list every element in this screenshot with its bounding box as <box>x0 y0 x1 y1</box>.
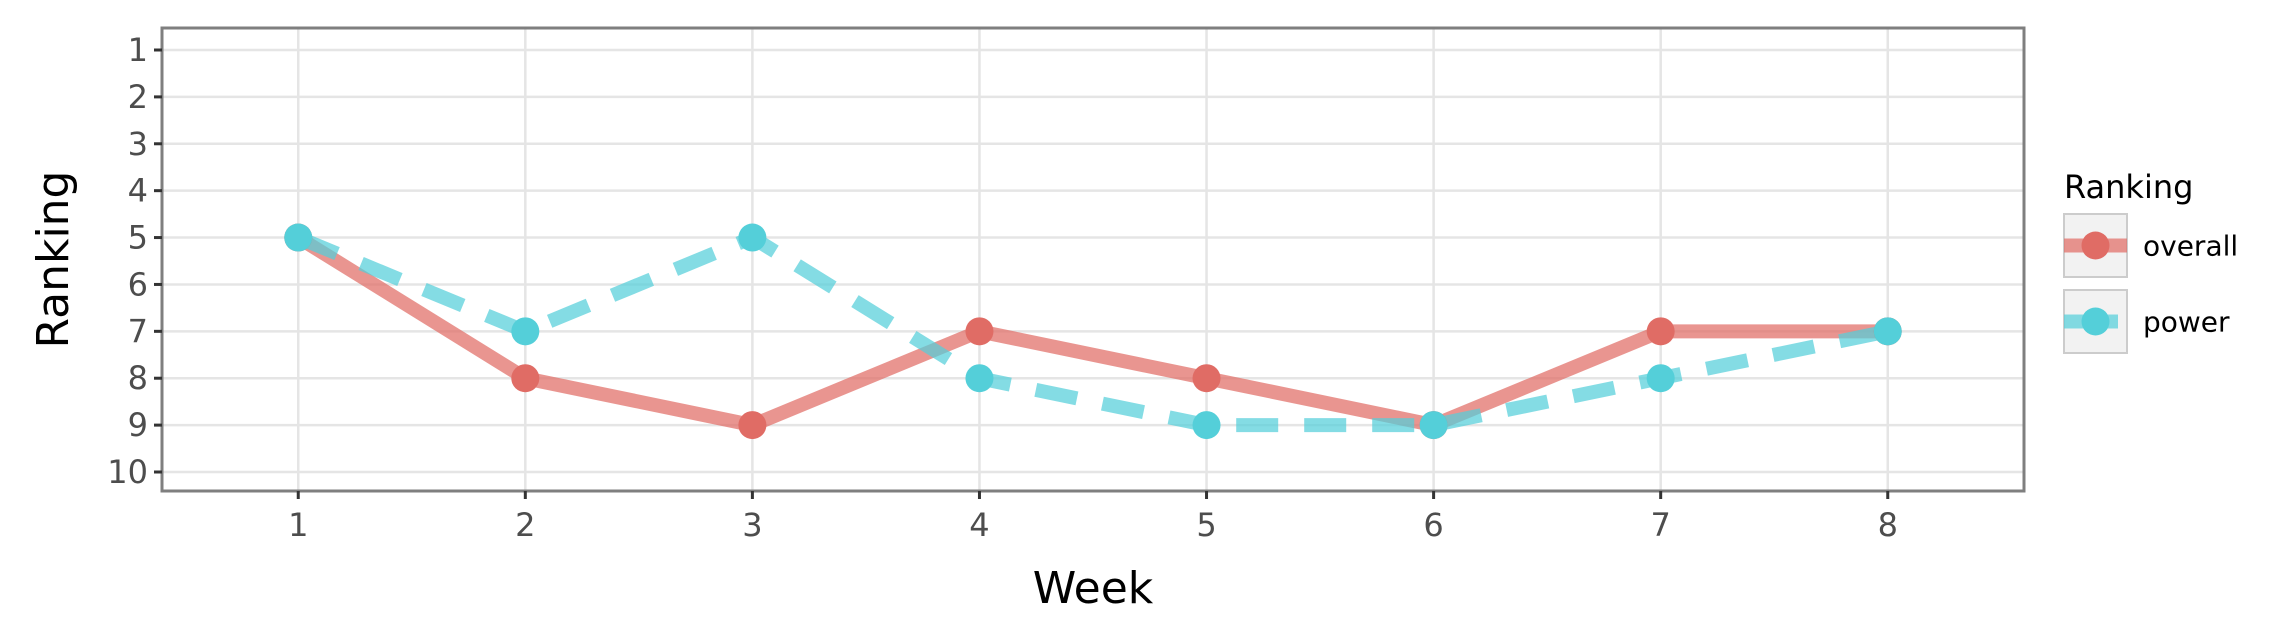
y-tick-label: 5 <box>128 219 148 257</box>
data-point-power <box>1646 364 1675 393</box>
series-lines <box>294 230 1890 433</box>
legend-title: Ranking <box>2064 168 2193 206</box>
legend-key-point <box>2081 307 2110 336</box>
legend-label: overall <box>2143 230 2238 263</box>
data-point-overall <box>738 411 767 440</box>
legend: Ranking overall power <box>2063 168 2238 354</box>
x-tick-label: 8 <box>1878 506 1898 544</box>
y-tick-label: 2 <box>128 78 148 116</box>
data-point-overall <box>511 364 540 393</box>
y-tick-label: 10 <box>107 453 148 491</box>
y-tick-label: 9 <box>128 406 148 444</box>
x-tick-label: 6 <box>1423 506 1443 544</box>
data-point-power <box>1873 317 1902 346</box>
x-tick-label: 1 <box>288 506 308 544</box>
data-point-power <box>1419 411 1448 440</box>
legend-key-point <box>2081 231 2110 260</box>
data-point-overall <box>1646 317 1675 346</box>
x-axis-title: Week <box>1033 563 1154 614</box>
y-tick-label: 7 <box>128 312 148 350</box>
grid-lines <box>162 28 2024 491</box>
series-points <box>284 223 1902 440</box>
data-point-power <box>965 364 994 393</box>
legend-item-overall: overall <box>2063 213 2238 278</box>
x-tick-label: 2 <box>515 506 535 544</box>
x-tick-label: 5 <box>1196 506 1216 544</box>
data-point-power <box>284 223 313 252</box>
legend-item-power: power <box>2063 289 2230 354</box>
series-line-overall <box>294 231 1888 433</box>
y-tick-label: 4 <box>128 172 148 210</box>
x-tick-label: 7 <box>1651 506 1671 544</box>
plot-frame <box>160 26 2026 493</box>
data-point-overall <box>965 317 994 346</box>
y-axis-title: Ranking <box>28 171 79 349</box>
legend-label: power <box>2143 306 2230 339</box>
x-tick-label: 4 <box>969 506 989 544</box>
y-tick-label: 6 <box>128 265 148 303</box>
data-point-power <box>511 317 540 346</box>
data-point-power <box>1192 411 1221 440</box>
series-line-power <box>295 230 1890 433</box>
series-layer <box>284 223 1902 440</box>
y-tick-label: 8 <box>128 359 148 397</box>
data-point-power <box>738 223 767 252</box>
x-tick-label: 3 <box>742 506 762 544</box>
axis-ticks: 1 2 3 4 5 6 7 8 9 10 1 2 3 4 5 6 7 8 <box>107 31 1898 544</box>
data-point-overall <box>1192 364 1221 393</box>
y-tick-label: 3 <box>128 125 148 163</box>
y-tick-label: 1 <box>128 31 148 69</box>
